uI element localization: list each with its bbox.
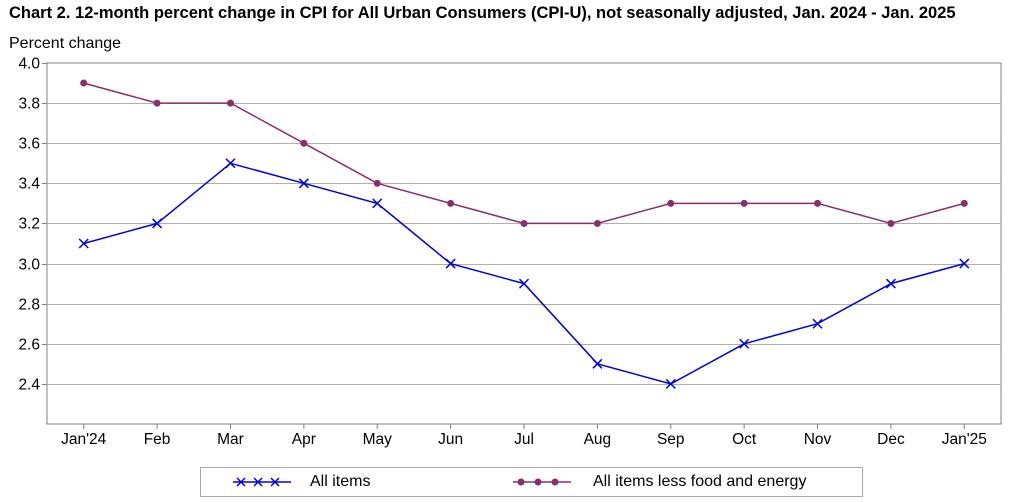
all-items-point — [665, 378, 676, 389]
core-point — [373, 179, 381, 187]
y-tick-label: 2.6 — [18, 337, 40, 354]
all-items-point — [445, 258, 456, 269]
x-tick-label: Sep — [657, 431, 685, 448]
x-tick-label: Jun — [438, 431, 463, 448]
chart-legend: All items All items less food and energy — [200, 467, 863, 497]
core-point — [300, 139, 308, 147]
y-tick-label: 3.8 — [18, 96, 40, 113]
x-tick-label: May — [363, 431, 393, 448]
legend-item-all-items: All items — [231, 468, 370, 496]
core-point — [593, 219, 601, 227]
y-tick-label: 3.6 — [18, 136, 40, 153]
core-point — [740, 199, 748, 207]
all-items-point — [518, 278, 530, 289]
core-point — [814, 199, 822, 207]
x-tick-label: Dec — [877, 431, 905, 448]
all-items-point — [225, 158, 236, 169]
legend-label-all-items: All items — [310, 473, 371, 490]
x-tick-label: Jul — [514, 431, 534, 448]
all-items-point — [812, 318, 823, 329]
all-items-point — [959, 258, 970, 269]
all-items-point — [372, 198, 383, 209]
all-items-point — [592, 358, 603, 369]
y-tick-label: 2.4 — [18, 377, 40, 394]
x-tick-label: Jan'25 — [942, 431, 987, 448]
x-tick-label: Apr — [292, 431, 316, 448]
y-tick-label: 4.0 — [18, 56, 40, 73]
y-tick-label: 2.8 — [18, 297, 40, 314]
x-tick-label: Aug — [584, 431, 612, 448]
all-items-point — [78, 238, 89, 249]
core-point — [226, 99, 234, 107]
x-tick-label: Feb — [144, 431, 171, 448]
y-tick-label: 3.0 — [18, 257, 40, 274]
y-tick-label: 3.4 — [18, 176, 40, 193]
core-point — [960, 199, 968, 207]
all-items-point — [152, 218, 163, 229]
y-tick-label: 3.2 — [18, 216, 40, 233]
core-point — [667, 199, 675, 207]
all-items-line-marker-icon — [233, 477, 291, 487]
core-point — [80, 79, 88, 87]
chart-title: Chart 2. 12-month percent change in CPI … — [9, 4, 956, 22]
all-items-point — [298, 178, 309, 189]
core-point — [887, 219, 895, 227]
all-items-point — [885, 278, 896, 289]
core-line-marker-icon — [513, 478, 571, 486]
x-tick-label: Jan'24 — [61, 431, 107, 448]
x-tick-label: Nov — [804, 431, 832, 448]
all-items-point — [739, 338, 750, 349]
plot-area — [46, 62, 1002, 425]
legend-label-core: All items less food and energy — [593, 473, 807, 490]
core-point — [153, 99, 161, 107]
x-tick-label: Mar — [217, 431, 244, 448]
y-axis-unit-label: Percent change — [9, 35, 122, 52]
core-point — [447, 199, 455, 207]
legend-item-core: All items less food and energy — [511, 468, 806, 496]
core-point — [520, 219, 528, 227]
x-tick-label: Oct — [732, 431, 757, 448]
